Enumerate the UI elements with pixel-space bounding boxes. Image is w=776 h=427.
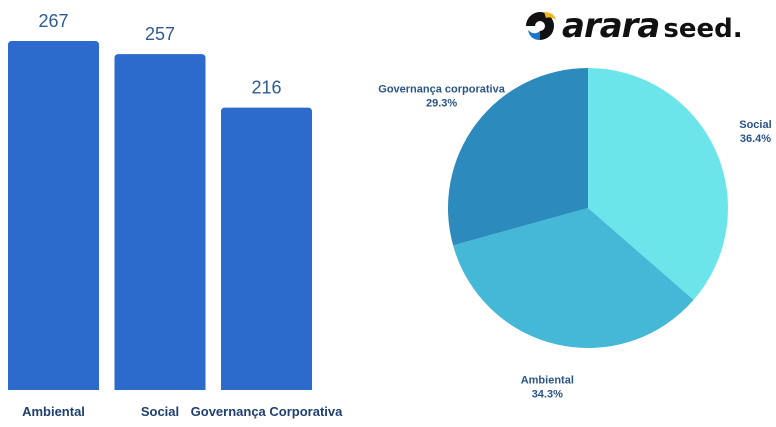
bar-category-label: Social [141,404,179,419]
bar-value-label: 257 [145,24,175,44]
brand-name: arara [562,6,660,46]
pie-chart: Social 36.4% Ambiental 34.3% Governança corp… [378,68,772,400]
pie-slice-ambiental [453,208,694,349]
bar-value-label: 267 [38,11,68,31]
bar-category-label: Ambiental [22,404,85,419]
bar-governanca-corporativa [221,107,312,391]
brand-logo: arara seed. [520,6,743,46]
brand-suffix: seed. [663,14,743,44]
pie-label: Governança corporativa 29.3% [378,84,505,110]
bar-social [114,54,206,390]
macaw-logo-icon [526,12,556,40]
pie-slice-governanca-corporativa [448,68,588,246]
bar-category-label: Governança Corporativa [191,404,343,419]
bar-value-label: 216 [251,78,281,98]
pie-label: Ambiental 34.3% [521,374,574,400]
bar-ambiental [8,41,99,390]
pie-slice-social [588,68,728,300]
pie-label: Social 36.4% [739,119,771,145]
bar-chart: 267 Ambiental 257 Social 216 Governança Corpo… [8,11,343,419]
